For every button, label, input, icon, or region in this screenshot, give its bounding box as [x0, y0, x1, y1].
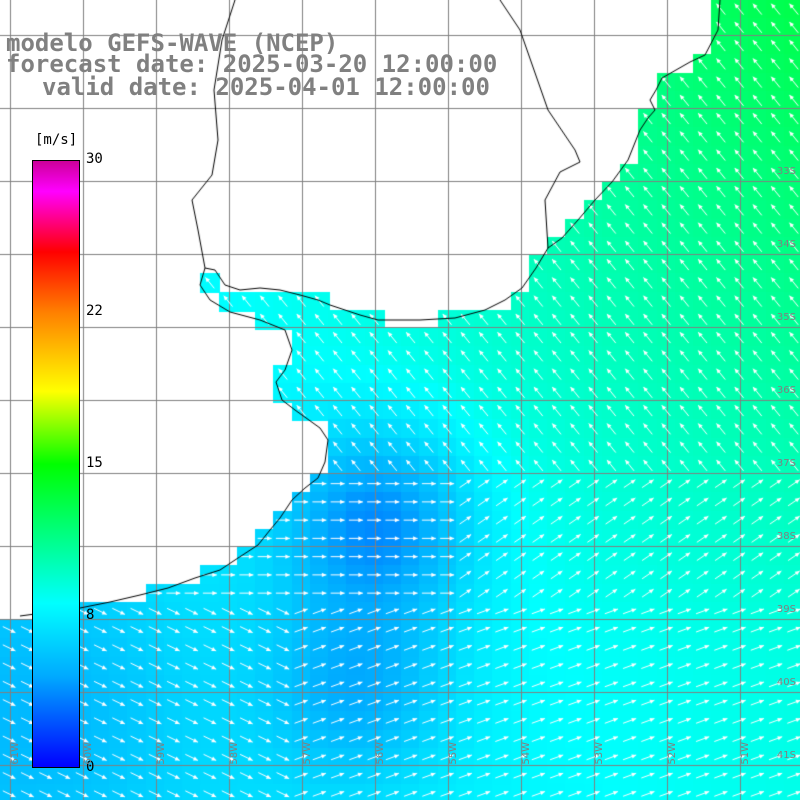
- latitude-label: 33S: [776, 166, 796, 177]
- latitude-label: 39S: [776, 604, 796, 615]
- latitude-label: 38S: [776, 531, 796, 542]
- colorbar-tick-label: 22: [86, 303, 103, 319]
- longitude-label: 54W: [521, 742, 532, 765]
- longitude-label: 61W: [10, 742, 21, 765]
- colorbar-unit: [m/s]: [33, 131, 80, 149]
- longitude-label: 59W: [156, 742, 167, 765]
- colorbar: [32, 160, 80, 768]
- latitude-label: 37S: [776, 458, 796, 469]
- longitude-label: 52W: [667, 742, 678, 765]
- forecast-date: forecast date: 2025-03-20 12:00:00: [6, 50, 498, 78]
- latitude-label: 36S: [776, 385, 796, 396]
- colorbar-tick-label: 8: [86, 607, 95, 623]
- colorbar-tick-label: 0: [86, 759, 95, 775]
- longitude-label: 55W: [448, 742, 459, 765]
- model-title: modelo GEFS-WAVE (NCEP): [6, 29, 339, 57]
- latitude-label: 34S: [776, 239, 796, 250]
- longitude-label: 60W: [83, 742, 94, 765]
- longitude-label: 53W: [594, 742, 605, 765]
- longitude-label: 51W: [740, 742, 751, 765]
- latitude-label: 40S: [776, 677, 796, 688]
- longitude-label: 58W: [229, 742, 240, 765]
- longitude-label: 56W: [375, 742, 386, 765]
- valid-date: valid date: 2025-04-01 12:00:00: [42, 73, 490, 101]
- longitude-label: 57W: [302, 742, 313, 765]
- colorbar-tick-label: 15: [86, 455, 103, 471]
- latitude-label: 35S: [776, 312, 796, 323]
- colorbar-tick-label: 30: [86, 151, 103, 167]
- latitude-label: 41S: [776, 750, 796, 761]
